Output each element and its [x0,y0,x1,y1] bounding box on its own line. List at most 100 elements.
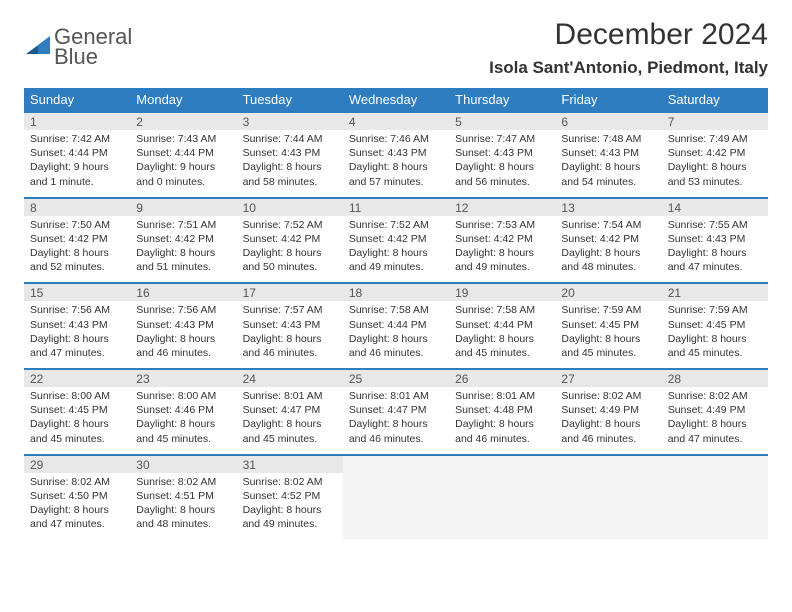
day-number: 25 [343,369,449,387]
daylight: Daylight: 8 hours and 49 minutes. [455,246,549,274]
day-content: Sunrise: 7:58 AMSunset: 4:44 PMDaylight:… [449,301,555,369]
day-number [555,455,661,473]
sunset: Sunset: 4:50 PM [30,489,124,503]
day-content: Sunrise: 8:00 AMSunset: 4:45 PMDaylight:… [24,387,130,455]
daylight: Daylight: 8 hours and 56 minutes. [455,160,549,188]
day-content: Sunrise: 7:43 AMSunset: 4:44 PMDaylight:… [130,130,236,198]
sunrise: Sunrise: 8:01 AM [243,389,337,403]
day-number: 20 [555,283,661,301]
sunrise: Sunrise: 7:46 AM [349,132,443,146]
daylight: Daylight: 8 hours and 45 minutes. [668,332,762,360]
daylight: Daylight: 9 hours and 0 minutes. [136,160,230,188]
sunrise: Sunrise: 7:59 AM [561,303,655,317]
content-row: Sunrise: 8:00 AMSunset: 4:45 PMDaylight:… [24,387,768,455]
sunrise: Sunrise: 8:02 AM [136,475,230,489]
sunset: Sunset: 4:48 PM [455,403,549,417]
day-number [662,455,768,473]
day-number: 21 [662,283,768,301]
sunset: Sunset: 4:43 PM [349,146,443,160]
day-content: Sunrise: 7:50 AMSunset: 4:42 PMDaylight:… [24,216,130,284]
daylight: Daylight: 8 hours and 46 minutes. [349,332,443,360]
day-number: 31 [237,455,343,473]
day-content: Sunrise: 7:53 AMSunset: 4:42 PMDaylight:… [449,216,555,284]
day-content: Sunrise: 8:02 AMSunset: 4:51 PMDaylight:… [130,473,236,540]
daynum-row: 15161718192021 [24,283,768,301]
day-content: Sunrise: 7:56 AMSunset: 4:43 PMDaylight:… [24,301,130,369]
sunset: Sunset: 4:43 PM [243,318,337,332]
weekday-sun: Sunday [24,88,130,112]
sunset: Sunset: 4:44 PM [349,318,443,332]
sunset: Sunset: 4:45 PM [30,403,124,417]
daylight: Daylight: 8 hours and 46 minutes. [136,332,230,360]
day-number: 10 [237,198,343,216]
sunset: Sunset: 4:42 PM [136,232,230,246]
day-number: 7 [662,112,768,130]
day-content: Sunrise: 7:56 AMSunset: 4:43 PMDaylight:… [130,301,236,369]
weekday-tue: Tuesday [237,88,343,112]
daylight: Daylight: 8 hours and 45 minutes. [455,332,549,360]
day-number: 30 [130,455,236,473]
title-block: December 2024 Isola Sant'Antonio, Piedmo… [489,18,768,78]
day-number: 19 [449,283,555,301]
sunrise: Sunrise: 7:57 AM [243,303,337,317]
page-title: December 2024 [489,18,768,52]
calendar-table: Sunday Monday Tuesday Wednesday Thursday… [24,88,768,539]
sunrise: Sunrise: 8:02 AM [243,475,337,489]
sunset: Sunset: 4:42 PM [30,232,124,246]
daylight: Daylight: 8 hours and 45 minutes. [30,417,124,445]
day-content [662,473,768,540]
sunset: Sunset: 4:42 PM [561,232,655,246]
day-content: Sunrise: 7:55 AMSunset: 4:43 PMDaylight:… [662,216,768,284]
sunrise: Sunrise: 7:56 AM [30,303,124,317]
daylight: Daylight: 9 hours and 1 minute. [30,160,124,188]
sunrise: Sunrise: 8:02 AM [561,389,655,403]
sunrise: Sunrise: 8:00 AM [30,389,124,403]
sunrise: Sunrise: 7:42 AM [30,132,124,146]
daylight: Daylight: 8 hours and 47 minutes. [30,503,124,531]
content-row: Sunrise: 7:50 AMSunset: 4:42 PMDaylight:… [24,216,768,284]
sunset: Sunset: 4:42 PM [668,146,762,160]
day-content: Sunrise: 7:46 AMSunset: 4:43 PMDaylight:… [343,130,449,198]
sunset: Sunset: 4:43 PM [455,146,549,160]
location: Isola Sant'Antonio, Piedmont, Italy [489,58,768,78]
daylight: Daylight: 8 hours and 45 minutes. [136,417,230,445]
sunset: Sunset: 4:43 PM [136,318,230,332]
day-content: Sunrise: 7:52 AMSunset: 4:42 PMDaylight:… [343,216,449,284]
sunrise: Sunrise: 7:50 AM [30,218,124,232]
sunrise: Sunrise: 8:02 AM [30,475,124,489]
logo-icon [24,32,52,62]
sunset: Sunset: 4:43 PM [561,146,655,160]
daylight: Daylight: 8 hours and 52 minutes. [30,246,124,274]
daylight: Daylight: 8 hours and 45 minutes. [243,417,337,445]
daylight: Daylight: 8 hours and 47 minutes. [30,332,124,360]
day-content: Sunrise: 7:54 AMSunset: 4:42 PMDaylight:… [555,216,661,284]
day-content: Sunrise: 8:02 AMSunset: 4:49 PMDaylight:… [662,387,768,455]
day-content: Sunrise: 8:01 AMSunset: 4:47 PMDaylight:… [237,387,343,455]
day-content: Sunrise: 8:02 AMSunset: 4:49 PMDaylight:… [555,387,661,455]
sunrise: Sunrise: 8:01 AM [349,389,443,403]
logo: General Blue [24,24,132,70]
sunrise: Sunrise: 7:52 AM [349,218,443,232]
sunset: Sunset: 4:44 PM [136,146,230,160]
day-content: Sunrise: 7:52 AMSunset: 4:42 PMDaylight:… [237,216,343,284]
sunrise: Sunrise: 7:51 AM [136,218,230,232]
weekday-header-row: Sunday Monday Tuesday Wednesday Thursday… [24,88,768,112]
day-number: 16 [130,283,236,301]
sunrise: Sunrise: 7:59 AM [668,303,762,317]
sunset: Sunset: 4:42 PM [243,232,337,246]
sunset: Sunset: 4:44 PM [30,146,124,160]
sunrise: Sunrise: 8:00 AM [136,389,230,403]
daylight: Daylight: 8 hours and 46 minutes. [455,417,549,445]
sunrise: Sunrise: 7:47 AM [455,132,549,146]
day-number: 29 [24,455,130,473]
weekday-mon: Monday [130,88,236,112]
day-content [555,473,661,540]
day-number: 24 [237,369,343,387]
sunset: Sunset: 4:45 PM [668,318,762,332]
day-number: 6 [555,112,661,130]
content-row: Sunrise: 7:56 AMSunset: 4:43 PMDaylight:… [24,301,768,369]
day-number: 4 [343,112,449,130]
sunrise: Sunrise: 7:54 AM [561,218,655,232]
day-content: Sunrise: 8:01 AMSunset: 4:47 PMDaylight:… [343,387,449,455]
day-content: Sunrise: 8:01 AMSunset: 4:48 PMDaylight:… [449,387,555,455]
